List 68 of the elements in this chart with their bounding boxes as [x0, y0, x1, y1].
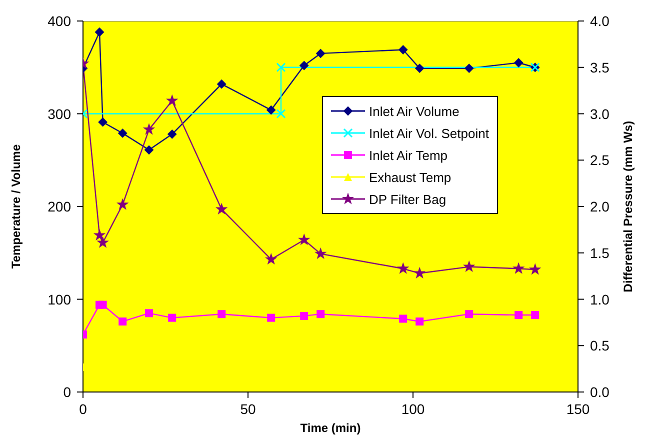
- point: [514, 311, 523, 320]
- point: [117, 198, 128, 210]
- point: [315, 248, 326, 259]
- x-tick-label: 100: [401, 401, 425, 417]
- point: [98, 300, 107, 309]
- y-tick-label: 200: [48, 198, 72, 214]
- point: [415, 64, 424, 73]
- point: [218, 310, 226, 318]
- point: [464, 260, 475, 272]
- point: [276, 109, 286, 118]
- legend-label: Inlet Air Vol. Setpoint: [369, 126, 489, 140]
- y2-tick-label: 1.5: [590, 244, 610, 261]
- legend-label: DP Filter Bag: [369, 192, 446, 206]
- point: [94, 229, 106, 240]
- y2-tick-label: 1.0: [590, 291, 610, 308]
- point: [398, 262, 409, 274]
- point: [513, 262, 524, 274]
- point: [464, 64, 474, 73]
- point: [531, 311, 540, 320]
- point: [118, 128, 128, 138]
- point: [300, 312, 308, 320]
- y2-tick-label: 2.0: [590, 198, 610, 214]
- y2-tick-label: 3.0: [590, 106, 610, 122]
- y2-tick-label: 3.5: [590, 59, 610, 76]
- point: [465, 310, 474, 318]
- y-tick-label: 400: [48, 13, 72, 29]
- point: [266, 106, 276, 115]
- point: [398, 45, 408, 54]
- point: [217, 80, 226, 89]
- y-tick-label: 100: [48, 291, 72, 308]
- point: [267, 314, 276, 322]
- x-axis-title: Time (min): [300, 421, 361, 435]
- y2-tick-label: 0.5: [590, 338, 610, 354]
- point: [514, 58, 524, 68]
- point: [276, 62, 286, 72]
- y-tick-label: 0: [63, 384, 72, 400]
- point: [416, 318, 424, 326]
- point: [166, 94, 178, 106]
- x-tick-label: 50: [240, 401, 256, 417]
- point: [98, 118, 108, 127]
- y2-tick-label: 4.0: [590, 13, 610, 29]
- point: [144, 145, 154, 154]
- point: [168, 314, 176, 322]
- point: [168, 130, 177, 139]
- point: [300, 61, 309, 70]
- x-tick-label: 150: [566, 401, 590, 417]
- point: [316, 48, 326, 58]
- point: [97, 236, 108, 248]
- y2-axis-title: Differential Pressure (mm Ws): [621, 120, 635, 292]
- point: [143, 124, 155, 134]
- point: [530, 264, 541, 274]
- point: [399, 314, 408, 323]
- point: [414, 267, 426, 278]
- point: [316, 310, 325, 318]
- point: [95, 28, 104, 37]
- point: [266, 254, 277, 264]
- x-tick-label: 0: [79, 401, 88, 417]
- point: [298, 234, 310, 245]
- y-tick-label: 300: [48, 106, 72, 122]
- legend-label: Exhaust Temp: [369, 170, 452, 184]
- y2-tick-label: 0.0: [590, 384, 610, 400]
- point: [216, 203, 228, 214]
- point: [145, 309, 153, 318]
- legend-label: Inlet Air Volume: [369, 104, 460, 118]
- y2-tick-label: 2.5: [590, 152, 610, 168]
- point: [118, 318, 127, 326]
- y-axis-title: Temperature / Volume: [9, 144, 23, 269]
- legend-label: Inlet Air Temp: [369, 148, 448, 162]
